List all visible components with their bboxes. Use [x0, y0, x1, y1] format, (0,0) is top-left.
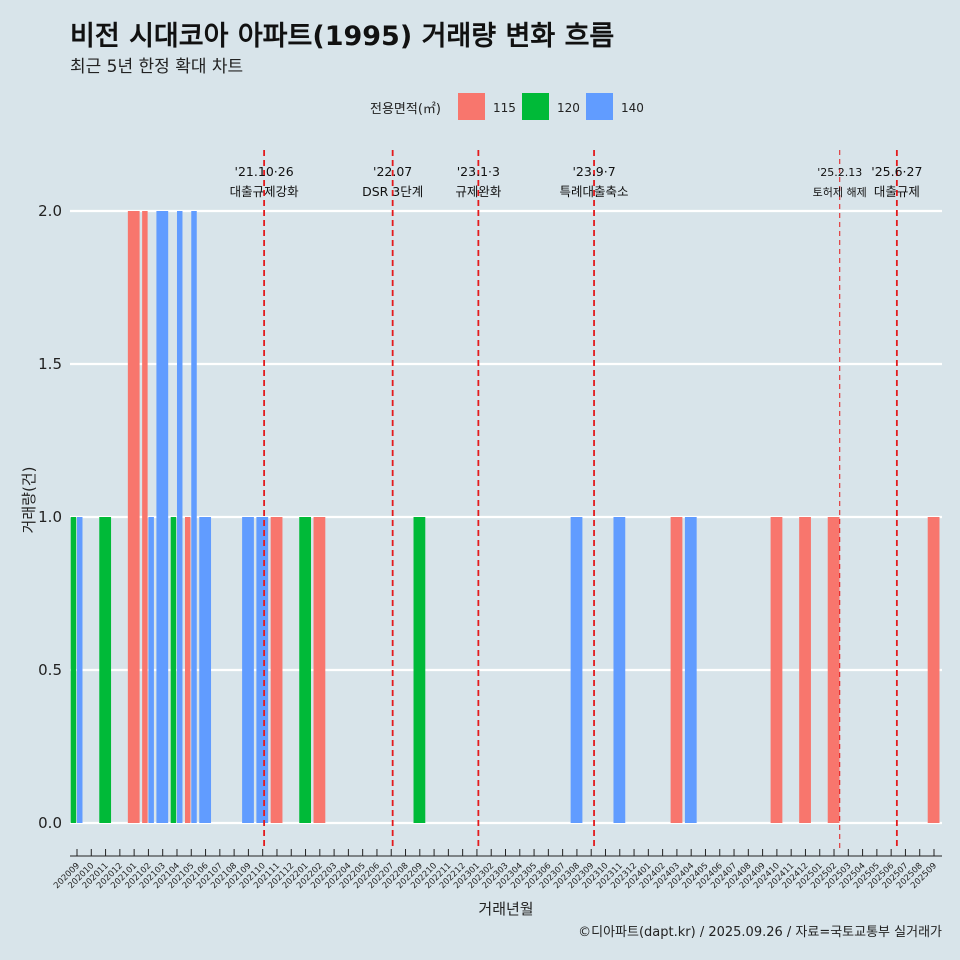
event-date: '25.6·27 [871, 164, 922, 179]
event-date: '21.10·26 [235, 164, 294, 179]
bar-120-202201 [299, 517, 312, 823]
chart-subtitle: 최근 5년 한정 확대 차트 [70, 57, 244, 77]
bar-140-202104 [176, 211, 183, 823]
event-date: '25.2.13 [817, 166, 862, 179]
bar-115-202202 [313, 517, 326, 823]
legend-key-120 [522, 93, 549, 120]
y-tick-label: 1.0 [38, 508, 62, 526]
bar-140-202009 [77, 517, 83, 823]
y-axis-title: 거래량(건) [20, 467, 38, 534]
bar-140-202103 [156, 211, 169, 823]
bar-140-202110 [256, 517, 269, 823]
event-label: 특례대출축소 [560, 184, 629, 199]
bar-140-202404 [684, 517, 697, 823]
bar-115-202412 [799, 517, 811, 823]
event-date: '23.9·7 [572, 164, 615, 179]
legend-title: 전용면적(㎡) [370, 102, 441, 117]
bar-120-202209 [413, 517, 426, 823]
bar-115-202105 [184, 517, 191, 823]
legend-label-115: 115 [493, 101, 516, 115]
legend-label-140: 140 [621, 101, 644, 115]
bar-115-202410 [770, 517, 783, 823]
bar-115-202502 [827, 517, 840, 823]
y-tick-label: 2.0 [38, 202, 62, 220]
y-tick-label: 1.5 [38, 355, 62, 373]
bar-120-202009 [70, 517, 77, 823]
y-tick-label: 0.5 [38, 661, 62, 679]
event-label: 규제완화 [455, 184, 502, 199]
bar-115-202102 [142, 211, 148, 823]
event-label: 토허제 해제 [813, 185, 867, 199]
chart-title: 비전 시대코아 아파트(1995) 거래량 변화 흐름 [70, 21, 615, 52]
bar-140-202102 [148, 517, 154, 823]
event-date: '23.1·3 [457, 164, 500, 179]
legend-key-140 [586, 93, 613, 120]
bar-140-202308 [570, 517, 583, 823]
event-label: 대출규제 [874, 184, 920, 199]
bar-120-202104 [170, 517, 177, 823]
legend-label-120: 120 [557, 101, 580, 115]
bar-115-202509 [927, 517, 940, 823]
event-label: DSR 3단계 [362, 184, 423, 199]
bar-140-202311 [613, 517, 626, 823]
legend-key-115 [458, 93, 485, 120]
x-axis-title: 거래년월 [478, 900, 533, 918]
bar-115-202111 [270, 517, 283, 823]
bar-140-202105 [191, 211, 197, 823]
y-tick-label: 0.0 [38, 814, 62, 832]
event-date: '22.07 [373, 164, 412, 179]
bar-140-202109 [242, 517, 254, 823]
bar-115-202403 [670, 517, 683, 823]
source-caption: ©디아파트(dapt.kr) / 2025.09.26 / 자료=국토교통부 실… [578, 925, 942, 940]
event-label: 대출규제강화 [230, 184, 300, 199]
bar-115-202101 [127, 211, 140, 823]
bar-140-202106 [199, 517, 212, 823]
bar-120-202011 [99, 517, 112, 823]
